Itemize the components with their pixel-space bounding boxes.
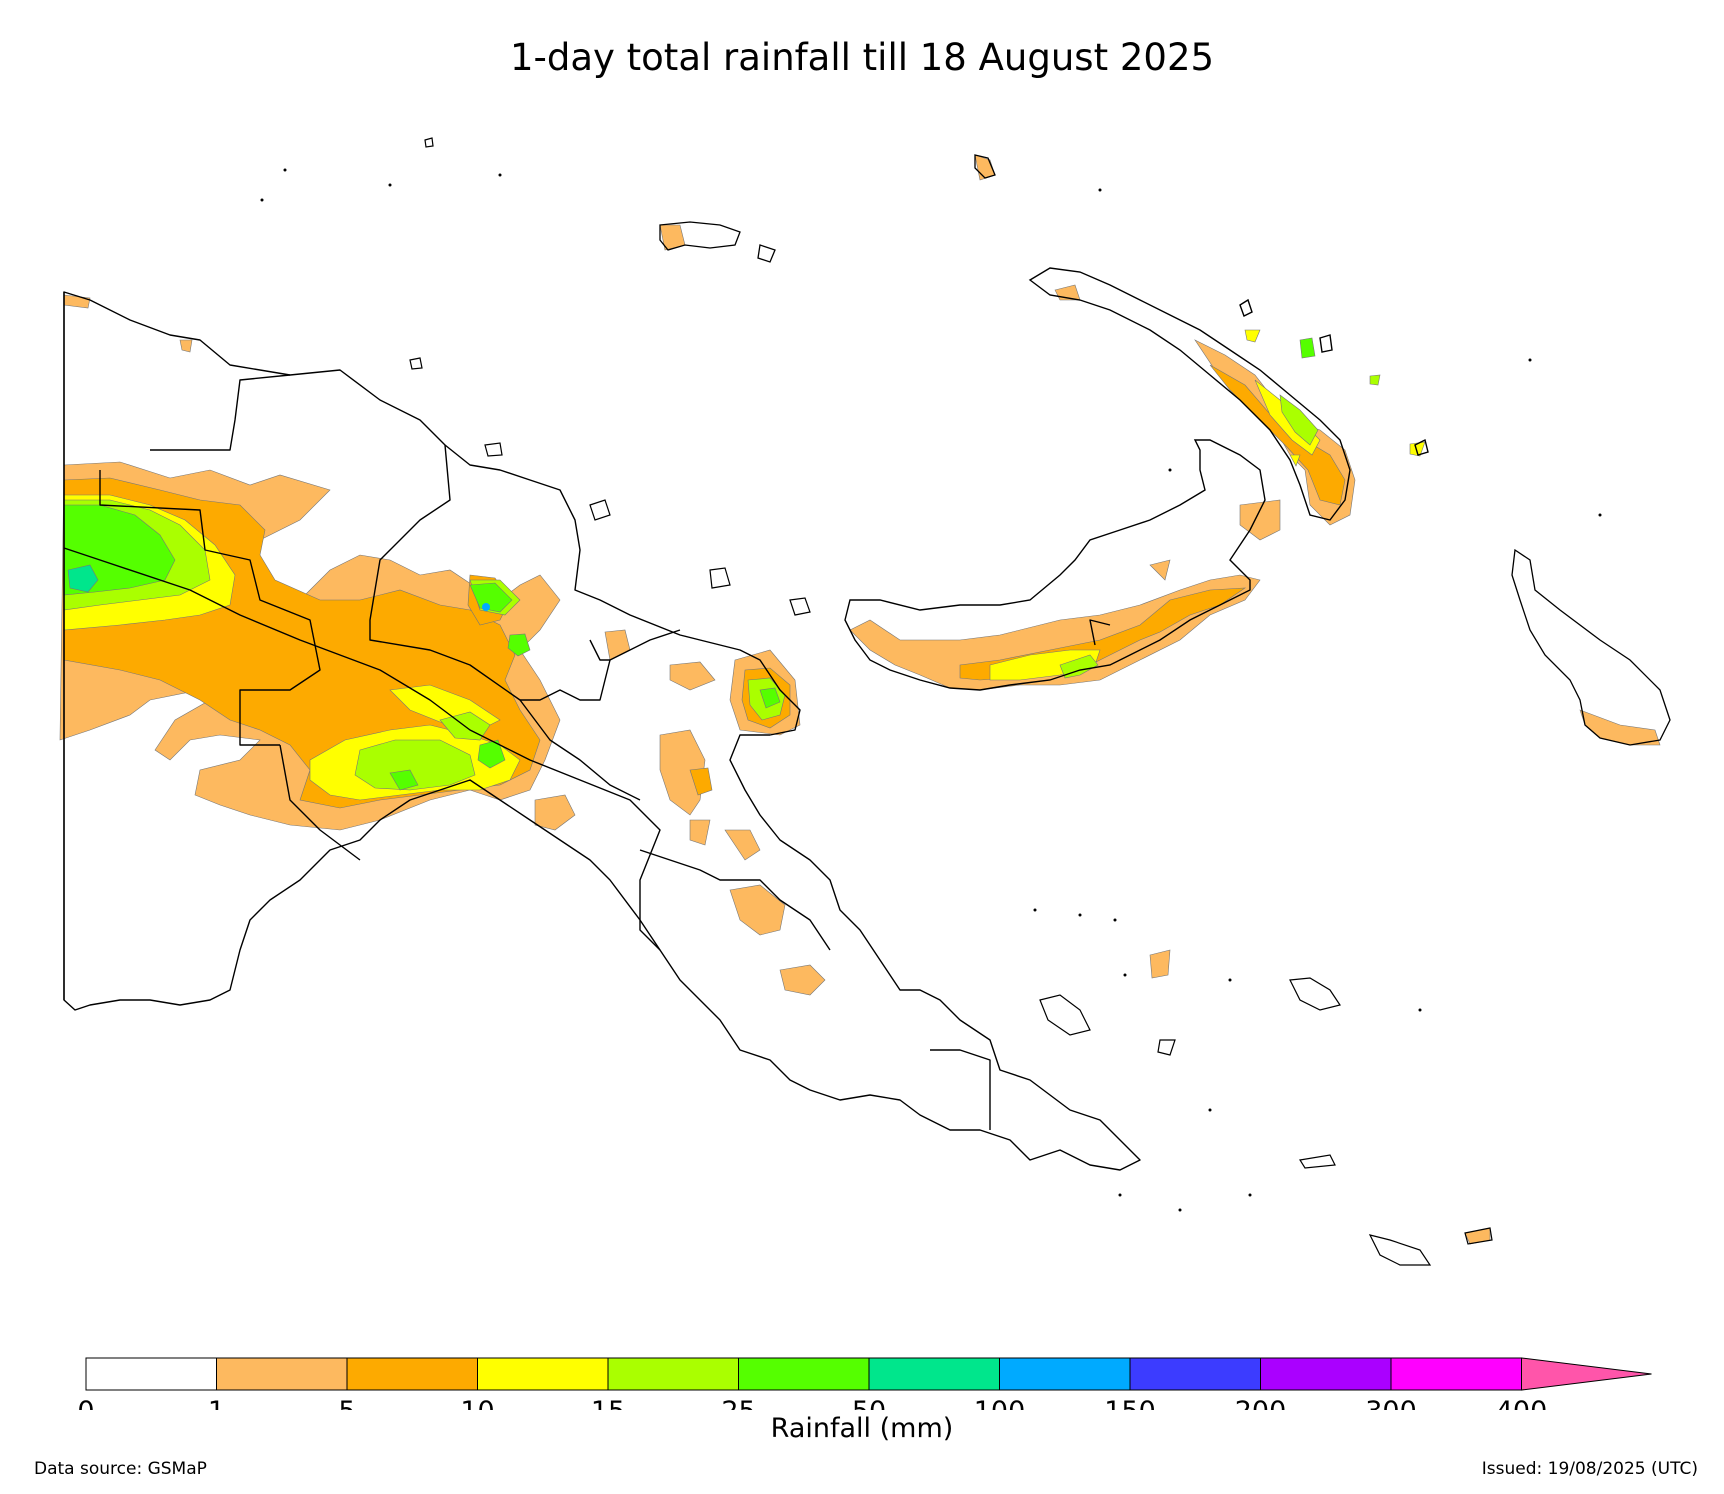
colorbar-tick-label: 100: [974, 1396, 1026, 1410]
colorbar-tick-label: 300: [1365, 1396, 1417, 1410]
data-source-text: Data source: GSMaP: [34, 1459, 207, 1479]
colorbar-tick-label: 150: [1104, 1396, 1156, 1410]
rainfall-map: [59, 137, 1671, 1266]
rain-layer-100-150: [482, 603, 490, 611]
colorbar-segment: [346, 1357, 478, 1391]
colorbar-tick-label: 1: [208, 1396, 225, 1410]
colorbar-segment: [868, 1357, 1000, 1391]
issued-date-text: Issued: 19/08/2025 (UTC): [1481, 1459, 1698, 1479]
colorbar-tick-label: 5: [338, 1396, 355, 1410]
colorbar-extend-arrow: [1521, 1357, 1652, 1391]
colorbar-segment: [738, 1357, 870, 1391]
map-title: 1-day total rainfall till 18 August 2025: [509, 36, 1215, 79]
colorbar-tick-label: 200: [1235, 1396, 1287, 1410]
colorbar-segment: [85, 1357, 217, 1391]
manus-islands: [659, 154, 996, 263]
colorbar-segment: [477, 1357, 609, 1391]
new-ireland: [1028, 267, 1429, 521]
colorbar-segment: [1390, 1357, 1522, 1391]
colorbar-tick-label: 0: [77, 1396, 94, 1410]
colorbar-segment: [607, 1357, 739, 1391]
colorbar-title: Rainfall (mm): [770, 1413, 954, 1444]
milne-bay-islands: [409, 137, 1493, 1266]
colorbar-tick-label: 25: [721, 1396, 755, 1410]
colorbar-segment: [1260, 1357, 1392, 1391]
colorbar-segment: [216, 1357, 348, 1391]
colorbar-tick-label: 15: [591, 1396, 625, 1410]
small-islands: [260, 168, 1602, 1212]
coastlines: [63, 291, 1141, 1171]
colorbar-segment: [1129, 1357, 1261, 1391]
colorbar-tick-label: 400: [1496, 1396, 1548, 1410]
rain-layer-50-100: [67, 564, 99, 593]
bougainville: [1511, 548, 1671, 746]
colorbar: 01510152550100150200300400: [77, 1357, 1652, 1410]
colorbar-segment: [999, 1357, 1131, 1391]
colorbar-tick-label: 10: [460, 1396, 494, 1410]
colorbar-tick-label: 50: [852, 1396, 886, 1410]
new-britain: [844, 439, 1266, 691]
